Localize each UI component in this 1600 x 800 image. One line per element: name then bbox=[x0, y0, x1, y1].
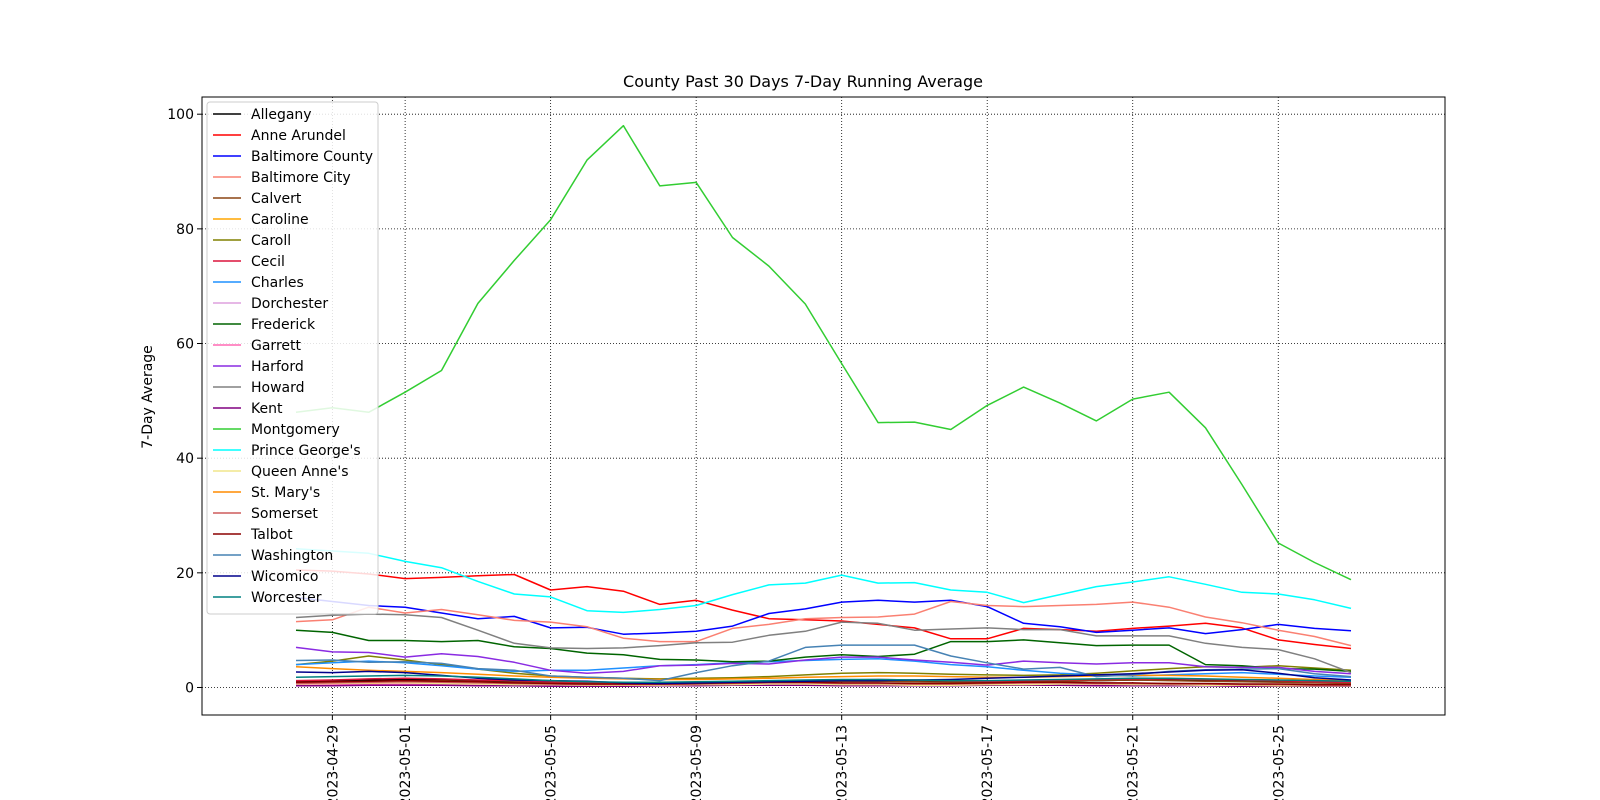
x-tick-label: 2023-05-25 bbox=[1271, 725, 1287, 800]
y-tick-label: 80 bbox=[176, 222, 194, 238]
legend-label: Caroline bbox=[251, 212, 309, 228]
legend-label: Frederick bbox=[251, 317, 316, 333]
series-line-kent bbox=[296, 684, 1351, 688]
series-line-harford bbox=[295, 646, 1352, 675]
legend-label: Kent bbox=[251, 401, 283, 417]
series-line-baltimore-city bbox=[295, 600, 1352, 647]
legend-label: Washington bbox=[251, 548, 333, 564]
series-line-worcester bbox=[295, 674, 1352, 684]
series-line-st-mary-s bbox=[295, 666, 1352, 682]
legend-label: Queen Anne's bbox=[251, 464, 349, 480]
series-line-howard bbox=[295, 613, 1352, 674]
series-line-baltimore-county bbox=[295, 596, 1352, 635]
y-tick-label: 20 bbox=[176, 566, 194, 582]
legend-label: Worcester bbox=[251, 590, 322, 606]
series-line-montgomery bbox=[295, 124, 1352, 581]
legend-label: Howard bbox=[251, 380, 305, 396]
series-line-anne-arundel bbox=[295, 569, 1352, 650]
plot-frame bbox=[201, 96, 1446, 716]
series-line-talbot bbox=[295, 679, 1351, 686]
x-tick-label: 2023-05-13 bbox=[835, 725, 851, 800]
x-tick-label: 2023-05-01 bbox=[398, 725, 414, 800]
chart-title: County Past 30 Days 7-Day Running Averag… bbox=[623, 72, 983, 91]
legend-label: Garrett bbox=[251, 338, 301, 354]
legend-label: Caroll bbox=[251, 233, 291, 249]
series-lines bbox=[295, 124, 1352, 688]
x-axis-ticks: 2023-04-29 2023-05-01 2023-05-05 2023-05-09… bbox=[325, 715, 1287, 800]
x-tick-label: 2023-05-17 bbox=[980, 725, 996, 800]
legend-label: Calvert bbox=[251, 191, 302, 207]
legend-label: St. Mary's bbox=[251, 485, 320, 501]
legend-label: Wicomico bbox=[251, 569, 318, 585]
legend: Allegany Anne Arundel Baltimore County Balt… bbox=[206, 101, 379, 615]
x-tick-label: 2023-04-29 bbox=[325, 725, 341, 800]
legend-label: Cecil bbox=[251, 254, 285, 270]
series-line-prince-george-s bbox=[295, 547, 1352, 614]
legend-label: Somerset bbox=[251, 506, 318, 522]
legend-label: Allegany bbox=[251, 107, 312, 123]
series-line-wicomico bbox=[295, 668, 1352, 685]
legend-box bbox=[206, 101, 379, 615]
legend-label: Anne Arundel bbox=[251, 128, 346, 144]
legend-label: Dorchester bbox=[251, 296, 328, 312]
y-tick-label: 40 bbox=[176, 451, 194, 467]
y-axis-label: 7-Day Average bbox=[140, 345, 156, 449]
legend-label: Prince George's bbox=[251, 443, 361, 459]
y-tick-label: 60 bbox=[176, 337, 194, 353]
grid bbox=[202, 97, 1445, 715]
x-tick-label: 2023-05-05 bbox=[544, 725, 560, 800]
legend-label: Baltimore City bbox=[251, 170, 351, 186]
series-line-charles bbox=[295, 658, 1352, 678]
legend-label: Baltimore County bbox=[251, 149, 373, 165]
legend-label: Charles bbox=[251, 275, 304, 291]
legend-label: Harford bbox=[251, 359, 304, 375]
legend-label: Montgomery bbox=[251, 422, 340, 438]
y-axis-ticks: 0 20 40 60 80 100 bbox=[167, 107, 202, 696]
y-tick-label: 100 bbox=[167, 107, 194, 123]
series-line-frederick bbox=[295, 629, 1352, 673]
legend-label: Talbot bbox=[250, 527, 293, 543]
x-tick-label: 2023-05-21 bbox=[1126, 725, 1142, 800]
x-tick-label: 2023-05-09 bbox=[689, 725, 705, 800]
y-tick-label: 0 bbox=[185, 680, 194, 696]
